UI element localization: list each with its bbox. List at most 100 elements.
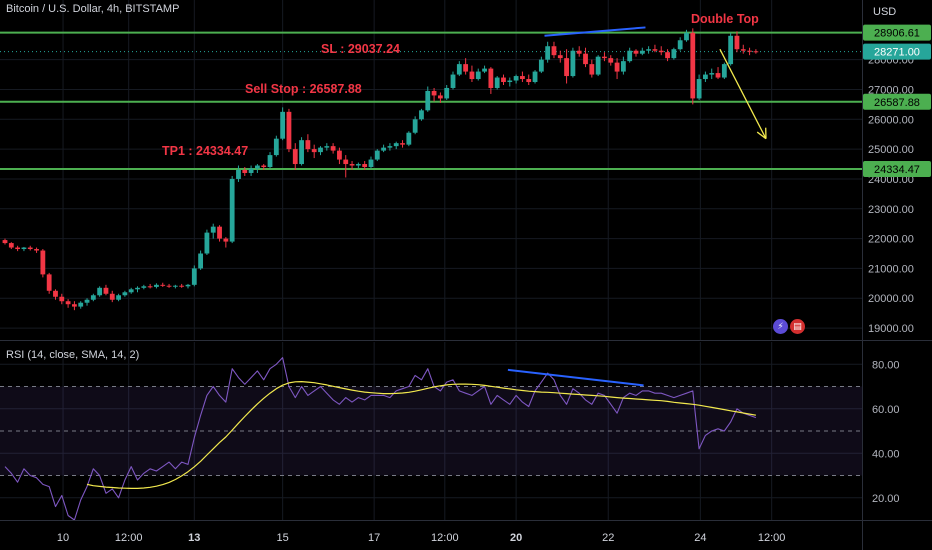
candle-body (267, 155, 273, 168)
candle-body (311, 149, 317, 153)
candle-body (513, 76, 519, 81)
candle-body (204, 232, 210, 254)
candle (463, 58, 469, 75)
candle (374, 149, 380, 162)
candle-body (501, 77, 506, 83)
candle (229, 175, 235, 244)
candle-body (59, 296, 65, 302)
double-top-label: Double Top (691, 12, 759, 26)
rsi-tick-label: 20.00 (872, 493, 900, 505)
candle-body (652, 49, 658, 51)
candle (595, 55, 601, 77)
candle (65, 299, 71, 308)
candle-body (469, 71, 475, 80)
candle (488, 67, 494, 94)
candle (703, 71, 708, 83)
candle-body (538, 59, 544, 72)
time-tick-label: 15 (277, 532, 289, 544)
candle (261, 164, 267, 170)
candle-body (97, 287, 103, 296)
candle (46, 272, 52, 294)
candle-body (715, 73, 721, 78)
candle (753, 49, 759, 54)
candle-body (261, 165, 267, 168)
candle-body (305, 140, 311, 150)
candle (608, 55, 614, 66)
time-tick-label: 17 (368, 532, 380, 544)
candle (267, 152, 273, 169)
candle (652, 44, 658, 53)
candle-body (633, 50, 639, 54)
candle (311, 144, 317, 159)
candle-body (450, 74, 456, 88)
candle-body (658, 50, 664, 53)
candle (255, 164, 260, 173)
candle (639, 47, 645, 56)
candle-body (665, 52, 670, 59)
candle-body (419, 110, 424, 120)
level-price-tag: 24334.47 (874, 164, 920, 176)
candle-body (236, 170, 241, 179)
candle (406, 131, 412, 147)
candle-body (456, 64, 462, 75)
rsi-pane (0, 357, 862, 521)
candle-body (8, 243, 14, 248)
candle (166, 283, 172, 288)
candle-body (444, 87, 450, 99)
candle (349, 161, 355, 170)
lightning-icon[interactable]: ⚡ (773, 319, 788, 334)
candle-body (677, 40, 683, 50)
candle (507, 77, 513, 87)
candle-body (721, 64, 727, 78)
candle (444, 85, 450, 100)
candle-body (78, 302, 84, 307)
candle-body (393, 143, 399, 147)
candle-body (362, 164, 368, 168)
candle (103, 284, 109, 296)
candle-body (242, 170, 248, 173)
rsi-title[interactable]: RSI (14, close, SMA, 14, 2) (6, 349, 140, 361)
level-price-tag-bg (863, 93, 931, 110)
level-price-tag: 26587.88 (874, 97, 920, 109)
candle (8, 242, 14, 250)
candle (658, 46, 664, 56)
candle (109, 290, 115, 303)
grid (0, 0, 862, 520)
candle-body (532, 71, 538, 83)
candle-body (709, 73, 715, 75)
candle-body (400, 143, 405, 145)
candle (551, 41, 557, 59)
candle (97, 286, 103, 297)
us-flag-icon[interactable]: ▤ (790, 319, 805, 334)
candle-body (2, 240, 8, 244)
candlestick-series (2, 28, 759, 311)
candle (520, 71, 525, 83)
candle (90, 293, 96, 302)
candle-body (299, 140, 304, 165)
candle-body (753, 51, 759, 53)
rsi-tick-label: 60.00 (872, 404, 900, 416)
candle-body (608, 58, 614, 63)
candle-body (671, 49, 677, 59)
candle (400, 140, 405, 148)
price-trendline (544, 26, 646, 37)
candle (456, 61, 462, 77)
candle (78, 301, 84, 309)
candle-body (381, 147, 386, 151)
candle-body (53, 290, 58, 297)
candle (292, 143, 298, 170)
currency-label: USD (873, 6, 897, 18)
candle-body (160, 284, 166, 286)
candle (179, 283, 185, 288)
price-tick-label: 20000.00 (868, 293, 914, 305)
candle-body (740, 49, 746, 51)
candle (532, 70, 538, 84)
candle (570, 47, 576, 78)
candle (557, 50, 563, 63)
symbol-title[interactable]: Bitcoin / U.S. Dollar, 4h, BITSTAMP (6, 3, 180, 15)
candle (513, 74, 519, 84)
candle-body (103, 287, 109, 294)
candle-body (135, 287, 140, 290)
forecast-arrow (719, 48, 767, 139)
